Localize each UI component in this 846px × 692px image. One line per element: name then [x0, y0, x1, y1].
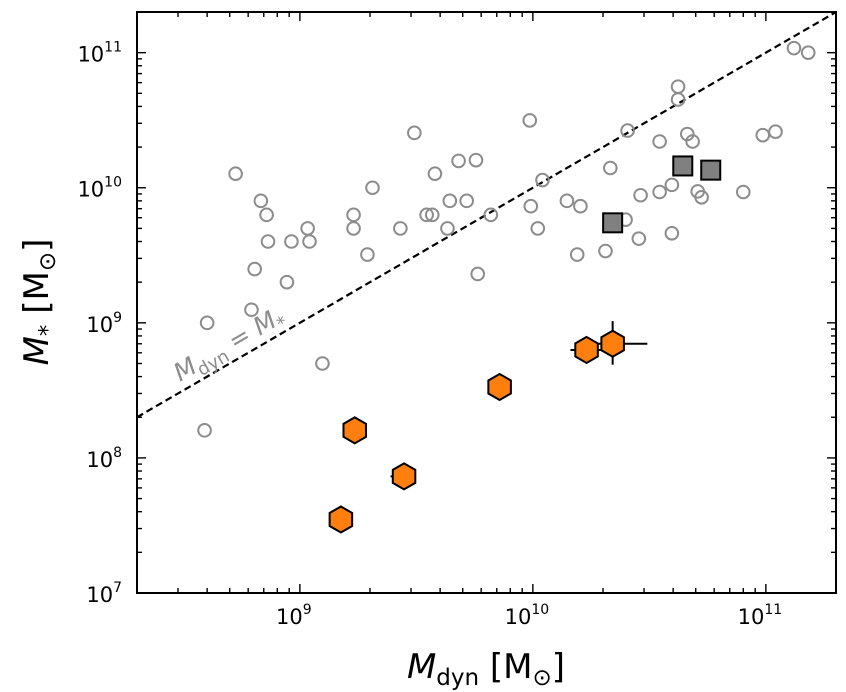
comparison-point: [685, 134, 700, 149]
comparison-point: [530, 221, 546, 236]
comparison-point: [768, 124, 783, 139]
comparison-point: [300, 221, 315, 236]
comparison-point: [664, 226, 680, 241]
x-axis-label: Mdyn [M⊙]: [407, 647, 565, 691]
comparison-point: [440, 221, 455, 236]
comparison-point: [253, 193, 269, 209]
comparison-point: [197, 423, 212, 438]
comparison-point: [694, 189, 709, 205]
comparison-point: [670, 92, 686, 107]
y-tick-label: 1011: [77, 40, 122, 67]
comparison-point: [315, 356, 330, 371]
comparison-sample-points: [197, 40, 816, 438]
comparison-point: [442, 193, 458, 209]
comparison-point: [346, 221, 361, 236]
y-tick-label: 108: [86, 445, 122, 472]
comparison-point: [598, 243, 613, 259]
comparison-point: [603, 160, 618, 176]
comparison-point: [573, 198, 588, 214]
highlighted-point: [487, 372, 512, 402]
y-tick-label: 1010: [77, 175, 122, 202]
comparison-point: [670, 79, 686, 94]
y-tick-label: 109: [86, 310, 122, 337]
comparison-point: [620, 123, 635, 138]
highlighted-point: [574, 335, 599, 365]
one-to-one-label: Mdyn = M*: [169, 301, 292, 392]
x-tick-label: 1011: [738, 602, 783, 629]
highlighted-point: [391, 462, 417, 491]
ticks-layer: [136, 11, 837, 594]
comparison-point: [664, 177, 680, 193]
y-tick-label: 107: [86, 580, 122, 607]
highlighted-sample-points: [328, 321, 648, 534]
comparison-point: [459, 193, 474, 209]
comparison-point: [360, 247, 375, 262]
highlighted-point: [342, 416, 367, 445]
square-point: [602, 212, 624, 234]
x-tick-labels: 109 1010 1011: [276, 602, 782, 629]
comparison-point: [652, 184, 667, 200]
comparison-point: [279, 274, 295, 290]
comparison-point: [468, 152, 484, 168]
comparison-point: [244, 302, 259, 318]
square-points: [602, 155, 722, 234]
comparison-point: [523, 198, 539, 214]
comparison-point: [260, 234, 276, 249]
comparison-point: [346, 207, 361, 223]
comparison-point: [365, 180, 380, 196]
comparison-point: [419, 207, 434, 223]
highlighted-point: [600, 329, 625, 358]
x-tick-label: 109: [276, 602, 312, 629]
comparison-point: [483, 207, 499, 223]
comparison-point: [247, 261, 262, 277]
comparison-point: [522, 113, 538, 128]
comparison-point: [393, 221, 408, 236]
comparison-point: [633, 187, 648, 203]
comparison-point: [451, 153, 466, 169]
comparison-point: [424, 207, 440, 223]
y-axis-label: M* [M⊙]: [17, 239, 61, 366]
comparison-point: [199, 315, 215, 331]
comparison-point: [800, 45, 816, 60]
comparison-point: [302, 234, 317, 249]
comparison-point: [228, 166, 243, 182]
square-point: [672, 155, 694, 177]
comparison-point: [735, 184, 751, 200]
comparison-point: [652, 134, 667, 149]
comparison-point: [259, 207, 274, 223]
comparison-point: [470, 266, 486, 282]
one-to-one-line: [137, 12, 836, 419]
comparison-point: [284, 234, 299, 249]
highlighted-point: [328, 505, 354, 534]
comparison-point: [407, 125, 422, 141]
y-tick-labels: 107 108 109 1010 1011: [77, 40, 122, 607]
comparison-point: [535, 172, 550, 188]
comparison-point: [559, 193, 575, 209]
x-tick-label: 1010: [505, 602, 550, 629]
comparison-point: [427, 166, 443, 182]
comparison-point: [631, 231, 647, 246]
comparison-point: [786, 40, 802, 56]
comparison-point: [569, 247, 585, 262]
square-point: [700, 159, 722, 181]
comparison-point: [755, 127, 771, 143]
plot-frame: [136, 11, 837, 594]
